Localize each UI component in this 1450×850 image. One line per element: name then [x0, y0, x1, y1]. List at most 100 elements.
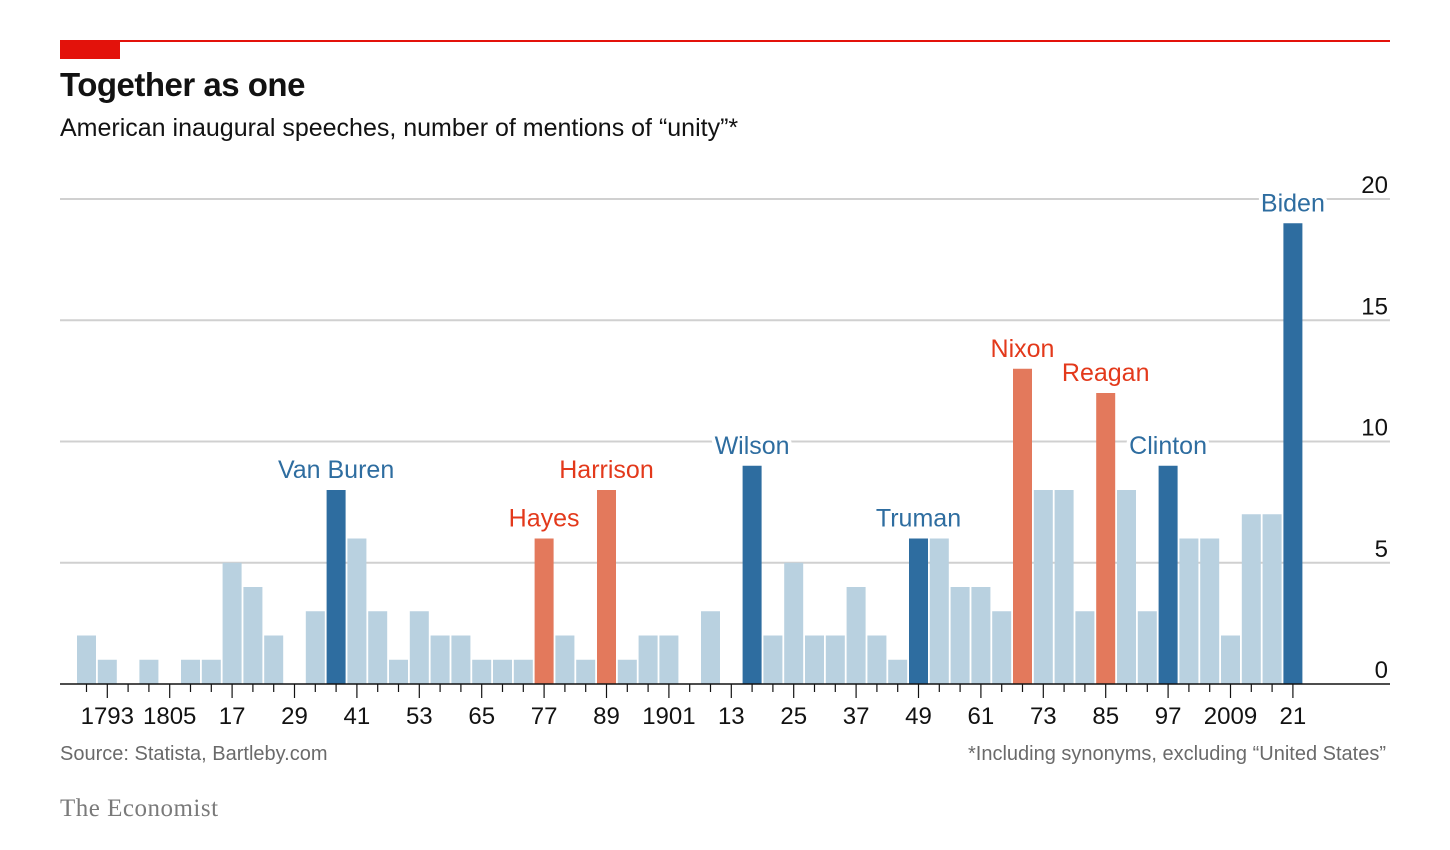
bar-label: Reagan: [1062, 359, 1150, 387]
bar: [243, 587, 263, 684]
x-tick-label: 85: [1092, 703, 1119, 730]
bar: [929, 538, 949, 684]
bar-label: Wilson: [715, 432, 790, 460]
bar-label: Clinton: [1129, 432, 1207, 460]
bar: [784, 562, 804, 684]
bar: [97, 659, 117, 684]
bar: [825, 635, 845, 684]
bar: [305, 611, 325, 684]
bar: [805, 635, 824, 684]
bar-label: Truman: [876, 505, 961, 533]
y-tick-label: 15: [1361, 293, 1388, 320]
bar: [264, 635, 284, 684]
y-tick-label: 10: [1361, 415, 1388, 442]
bar-label: Hayes: [509, 505, 580, 533]
bar: [201, 659, 221, 684]
bar-label-halo: Van Buren: [278, 456, 394, 484]
x-tick-label: 53: [406, 703, 433, 730]
bar: [701, 611, 720, 684]
bar: [368, 611, 388, 684]
x-tick-label: 2009: [1204, 703, 1257, 730]
bar: [451, 635, 471, 684]
bar: [347, 538, 367, 684]
x-tick-label: 29: [281, 703, 308, 730]
brand-red-tag: [60, 40, 120, 59]
x-tick-label: 1901: [642, 703, 695, 730]
x-tick-label: 65: [468, 703, 495, 730]
bar: [1137, 611, 1157, 684]
bar-label: Biden: [1261, 189, 1325, 217]
bar: [139, 659, 159, 684]
bar: [1096, 393, 1116, 684]
bar-label-halo: Nixon: [991, 335, 1055, 363]
bar-label-halo: Clinton: [1129, 432, 1207, 460]
x-tick-label: 1793: [81, 703, 134, 730]
bar: [742, 465, 762, 684]
x-tick-label: 77: [531, 703, 558, 730]
chart-subtitle: American inaugural speeches, number of m…: [60, 114, 739, 142]
chart-title: Together as one: [60, 66, 305, 103]
bar: [1075, 611, 1095, 684]
bar: [846, 587, 866, 684]
bar: [409, 611, 429, 684]
bar: [389, 659, 408, 684]
bar: [1054, 490, 1074, 684]
x-tick-label: 17: [219, 703, 246, 730]
bar: [659, 635, 679, 684]
x-tick-label: 21: [1280, 703, 1307, 730]
bar: [181, 659, 200, 684]
x-tick-label: 1805: [143, 703, 196, 730]
x-tick-label: 89: [593, 703, 620, 730]
x-tick-label: 61: [968, 703, 995, 730]
bar: [617, 659, 637, 684]
y-tick-label: 0: [1375, 657, 1388, 684]
y-tick-label: 20: [1361, 172, 1388, 199]
bar-label: Nixon: [991, 335, 1055, 363]
bar: [430, 635, 450, 684]
bar-label-halo: Reagan: [1062, 359, 1150, 387]
bar-label-halo: Truman: [876, 505, 961, 533]
bar-label: Harrison: [559, 456, 653, 484]
bar-label-halo: Hayes: [509, 505, 580, 533]
x-tick-label: 13: [718, 703, 745, 730]
bar: [1283, 223, 1303, 684]
bar: [77, 635, 96, 684]
bar: [1117, 490, 1136, 684]
bar: [555, 635, 575, 684]
bar: [472, 659, 492, 684]
bar: [888, 659, 908, 684]
x-tick-label: 41: [344, 703, 371, 730]
bar: [326, 490, 346, 684]
bar: [597, 490, 616, 684]
y-tick-label: 5: [1375, 536, 1388, 563]
bar: [638, 635, 658, 684]
bar: [1179, 538, 1199, 684]
bar: [763, 635, 783, 684]
bar: [909, 538, 928, 684]
bar-label: Van Buren: [278, 456, 394, 484]
x-tick-label: 49: [905, 703, 932, 730]
bar: [867, 635, 887, 684]
bar: [534, 538, 554, 684]
x-tick-label: 25: [780, 703, 807, 730]
bar: [1033, 490, 1053, 684]
footnote: *Including synonyms, excluding “United S…: [968, 743, 1386, 765]
bar-label-halo: Harrison: [559, 456, 653, 484]
bar: [576, 659, 596, 684]
x-tick-label: 73: [1030, 703, 1057, 730]
bar: [950, 587, 970, 684]
x-tick-label: 97: [1155, 703, 1182, 730]
bar: [1221, 635, 1240, 684]
bar-label-halo: Wilson: [715, 432, 790, 460]
bar: [1158, 465, 1178, 684]
top-rule: [60, 40, 1390, 42]
bar: [1013, 368, 1032, 684]
bar: [222, 562, 242, 684]
bar: [971, 587, 991, 684]
bar: [992, 611, 1012, 684]
source-note: Source: Statista, Bartleby.com: [60, 743, 328, 765]
bar: [1262, 514, 1282, 684]
bar: [1200, 538, 1220, 684]
bar-label-halo: Biden: [1261, 189, 1325, 217]
